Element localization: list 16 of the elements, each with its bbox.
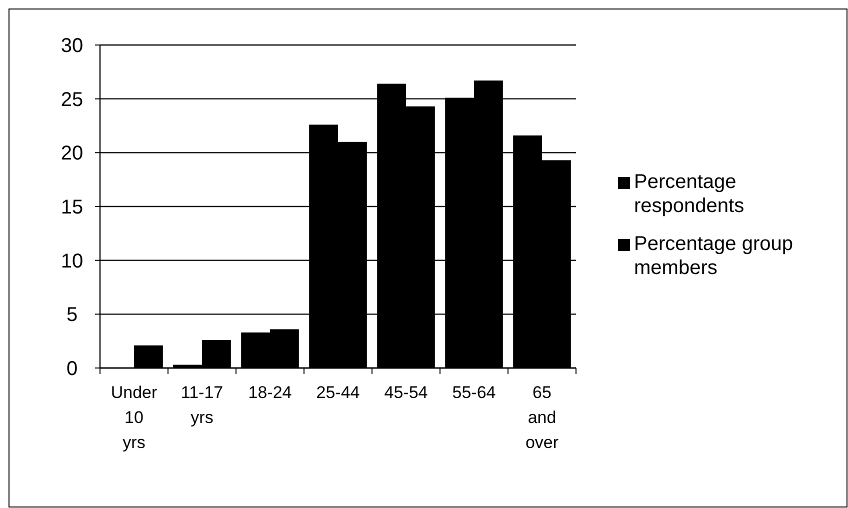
x-tick-label: 55-64 [452, 383, 496, 402]
x-tick-label: Under 10 yrs [110, 383, 158, 452]
legend-label: Percentage group members [634, 233, 794, 279]
y-tick-label: 10 [60, 250, 84, 272]
y-tick-label: 0 [66, 358, 78, 380]
y-tick-label: 25 [60, 88, 84, 111]
legend-label: Percentage respondents [634, 171, 744, 217]
y-tick-label: 5 [66, 304, 78, 326]
y-tick-label: 30 [60, 35, 84, 57]
x-tick-label: 45-54 [384, 383, 428, 402]
x-tick-label: 65 and over [525, 383, 559, 452]
x-tick-label: 25-44 [316, 383, 360, 402]
y-tick-label: 20 [60, 142, 84, 165]
x-tick-label: 11-17 yrs [180, 383, 224, 427]
y-tick-label: 15 [60, 196, 84, 218]
x-tick-label: 18-24 [248, 383, 292, 402]
